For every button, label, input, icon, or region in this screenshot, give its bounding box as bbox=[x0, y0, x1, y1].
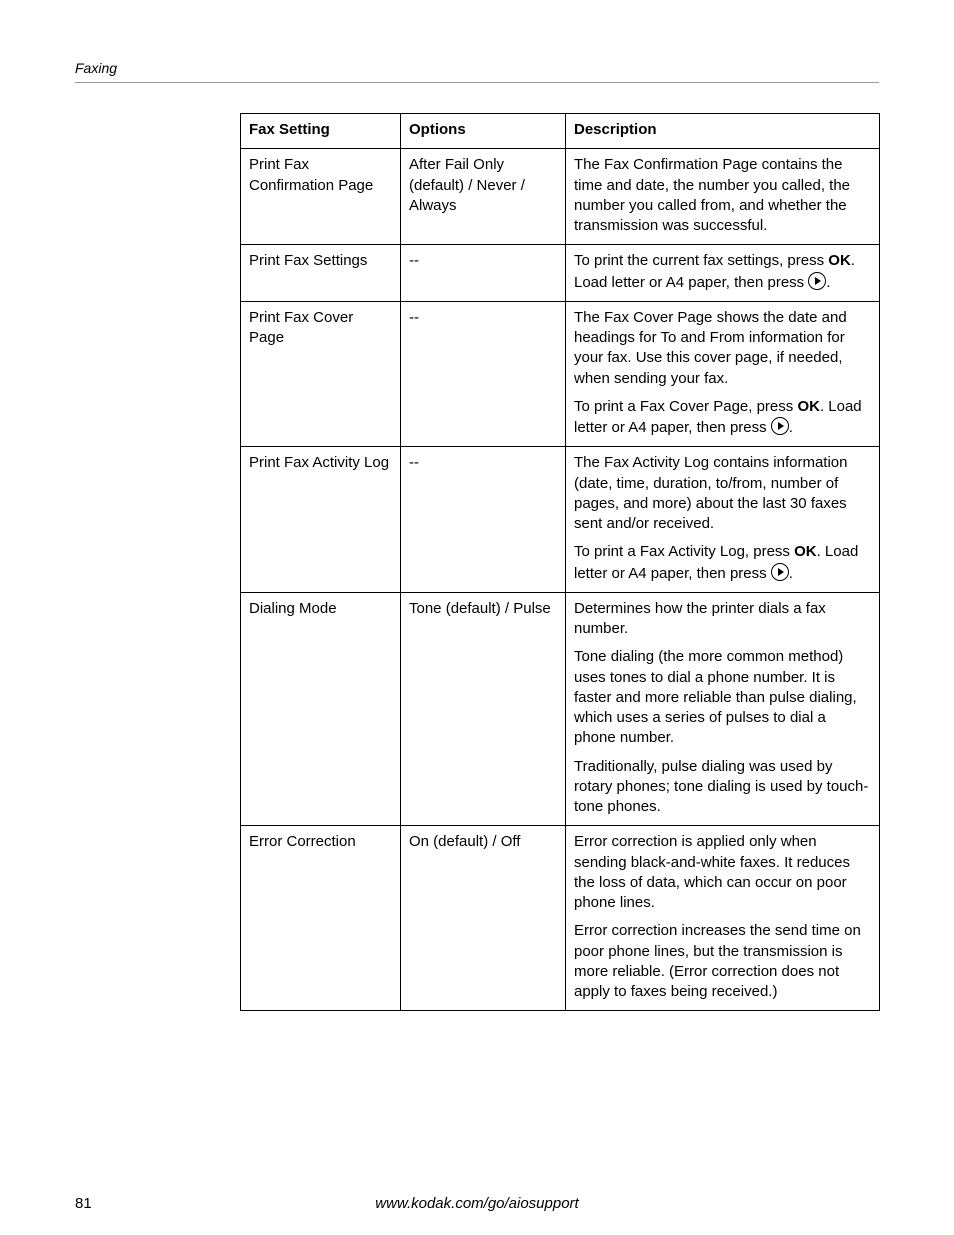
cell-description: Error correction is applied only when se… bbox=[566, 826, 880, 1011]
description-paragraph: The Fax Confirmation Page contains the t… bbox=[574, 155, 871, 236]
table-header-row: Fax Setting Options Description bbox=[241, 114, 880, 149]
cell-fax-setting: Dialing Mode bbox=[241, 592, 401, 826]
cell-description: Determines how the printer dials a fax n… bbox=[566, 592, 880, 826]
description-paragraph: Traditionally, pulse dialing was used by… bbox=[574, 757, 871, 818]
play-icon bbox=[808, 272, 826, 290]
bold-text: OK bbox=[794, 543, 817, 560]
header-options: Options bbox=[401, 114, 566, 149]
table-row: Dialing ModeTone (default) / PulseDeterm… bbox=[241, 592, 880, 826]
header-fax-setting: Fax Setting bbox=[241, 114, 401, 149]
cell-options: Tone (default) / Pulse bbox=[401, 592, 566, 826]
description-paragraph: The Fax Activity Log contains informatio… bbox=[574, 453, 871, 534]
header-description: Description bbox=[566, 114, 880, 149]
cell-description: The Fax Cover Page shows the date and he… bbox=[566, 301, 880, 447]
table-row: Error CorrectionOn (default) / OffError … bbox=[241, 826, 880, 1011]
description-paragraph: The Fax Cover Page shows the date and he… bbox=[574, 308, 871, 389]
fax-settings-table: Fax Setting Options Description Print Fa… bbox=[240, 113, 880, 1011]
cell-options: -- bbox=[401, 245, 566, 302]
description-paragraph: Error correction increases the send time… bbox=[574, 921, 871, 1002]
description-paragraph: To print a Fax Cover Page, press OK. Loa… bbox=[574, 397, 871, 439]
cell-options: -- bbox=[401, 301, 566, 447]
table-row: Print Fax Cover Page--The Fax Cover Page… bbox=[241, 301, 880, 447]
cell-fax-setting: Print Fax Cover Page bbox=[241, 301, 401, 447]
cell-description: To print the current fax settings, press… bbox=[566, 245, 880, 302]
description-paragraph: Determines how the printer dials a fax n… bbox=[574, 599, 871, 640]
play-icon bbox=[771, 563, 789, 581]
description-paragraph: Error correction is applied only when se… bbox=[574, 832, 871, 913]
cell-options: -- bbox=[401, 447, 566, 593]
table-row: Print Fax Settings--To print the current… bbox=[241, 245, 880, 302]
cell-options: On (default) / Off bbox=[401, 826, 566, 1011]
table-row: Print Fax Activity Log--The Fax Activity… bbox=[241, 447, 880, 593]
cell-options: After Fail Only (default) / Never / Alwa… bbox=[401, 149, 566, 245]
page: Faxing Fax Setting Options Description P… bbox=[0, 0, 954, 1235]
description-paragraph: To print a Fax Activity Log, press OK. L… bbox=[574, 542, 871, 584]
cell-description: The Fax Confirmation Page contains the t… bbox=[566, 149, 880, 245]
bold-text: OK bbox=[828, 252, 851, 269]
bold-text: OK bbox=[797, 398, 820, 415]
play-icon bbox=[771, 417, 789, 435]
cell-fax-setting: Print Fax Settings bbox=[241, 245, 401, 302]
cell-fax-setting: Error Correction bbox=[241, 826, 401, 1011]
description-paragraph: To print the current fax settings, press… bbox=[574, 251, 871, 293]
table-row: Print Fax Confirmation PageAfter Fail On… bbox=[241, 149, 880, 245]
cell-description: The Fax Activity Log contains informatio… bbox=[566, 447, 880, 593]
cell-fax-setting: Print Fax Activity Log bbox=[241, 447, 401, 593]
footer-url: www.kodak.com/go/aiosupport bbox=[75, 1195, 879, 1212]
description-paragraph: Tone dialing (the more common method) us… bbox=[574, 647, 871, 748]
section-title: Faxing bbox=[75, 60, 879, 83]
cell-fax-setting: Print Fax Confirmation Page bbox=[241, 149, 401, 245]
